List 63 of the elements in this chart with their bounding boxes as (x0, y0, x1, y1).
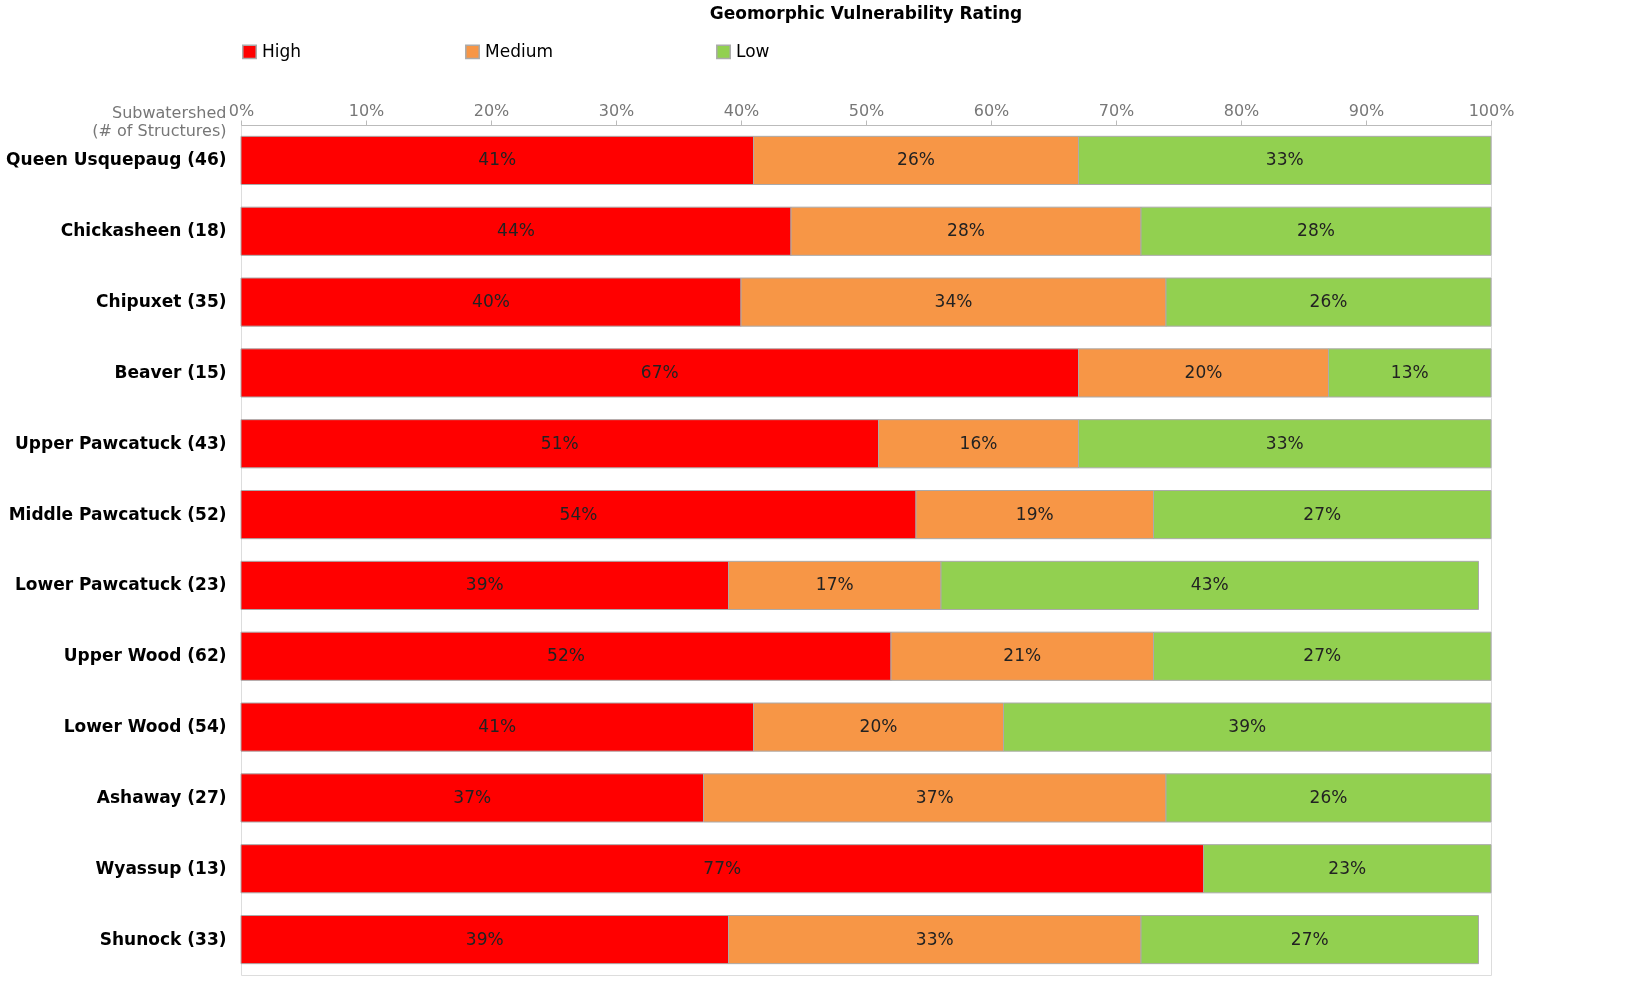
data-label: 21% (1003, 645, 1042, 666)
data-label: 26% (897, 149, 935, 170)
data-label: 20% (859, 716, 898, 737)
data-label: 23% (1328, 857, 1367, 878)
x-tick-label: 70% (1098, 100, 1135, 120)
legend-label: Medium (485, 40, 553, 61)
x-tick-label: 60% (973, 100, 1010, 120)
data-label: 40% (472, 291, 510, 312)
y-tick-label: Upper Wood (62) (63, 645, 227, 666)
data-label: 41% (478, 716, 517, 737)
data-label: 39% (465, 574, 504, 595)
y-tick-label: Lower Wood (54) (63, 716, 227, 737)
x-tick-label: 80% (1223, 100, 1260, 120)
data-label: 17% (815, 574, 854, 595)
x-tick-label: 10% (348, 100, 385, 120)
data-label: 26% (1309, 786, 1348, 807)
y-tick-label: Wyassup (13) (95, 857, 227, 878)
data-label: 27% (1303, 503, 1342, 524)
data-label: 67% (640, 361, 679, 382)
data-label: 37% (453, 786, 492, 807)
data-label: 13% (1390, 361, 1429, 382)
y-tick-label: Middle Pawcatuck (52) (8, 503, 227, 524)
data-label: 39% (1228, 716, 1267, 737)
x-tick-label: 0% (228, 100, 255, 120)
data-label: 33% (1265, 149, 1304, 170)
data-label: 20% (1184, 361, 1223, 382)
y-tick-label: Shunock (33) (99, 928, 227, 949)
x-tick-label: 100% (1468, 100, 1515, 120)
data-label: 33% (1265, 432, 1304, 453)
y-tick-label: Beaver (15) (114, 361, 227, 382)
x-tick-label: 20% (473, 100, 510, 120)
y-tick-label: Upper Pawcatuck (43) (15, 432, 227, 453)
data-label: 77% (703, 857, 742, 878)
y-tick-label: Chickasheen (18) (60, 220, 227, 241)
data-label: 39% (465, 928, 504, 949)
data-label: 51% (540, 432, 579, 453)
data-label: 54% (559, 503, 598, 524)
y-tick-label: Queen Usquepaug (46) (6, 149, 227, 170)
data-label: 19% (1015, 503, 1054, 524)
data-label: 27% (1303, 645, 1342, 666)
x-tick-label: 30% (598, 100, 635, 120)
data-label: 44% (497, 220, 535, 241)
data-label: 52% (547, 645, 585, 666)
data-label: 28% (947, 220, 985, 241)
x-tick-label: 50% (848, 100, 885, 120)
x-tick-label: 40% (723, 100, 760, 120)
data-label: 33% (915, 928, 954, 949)
data-label: 27% (1290, 928, 1329, 949)
data-label: 34% (934, 291, 973, 312)
x-tick-label: 90% (1348, 100, 1385, 120)
chart-title: Geomorphic Vulnerability Rating (709, 3, 1023, 23)
y-tick-label: Chipuxet (35) (96, 291, 227, 312)
data-label: 16% (959, 432, 998, 453)
data-label: 41% (478, 149, 517, 170)
legend-label: High (262, 40, 302, 61)
y-tick-label: Lower Pawcatuck (23) (14, 574, 227, 595)
data-label: 28% (1297, 220, 1335, 241)
y-axis-title: Subwatershed (# of Structures) (92, 102, 227, 140)
data-label: 37% (915, 786, 954, 807)
data-label: 43% (1190, 574, 1229, 595)
data-label: 26% (1309, 291, 1348, 312)
y-tick-label: Ashaway (27) (96, 786, 227, 807)
legend-label: Low (736, 40, 770, 61)
